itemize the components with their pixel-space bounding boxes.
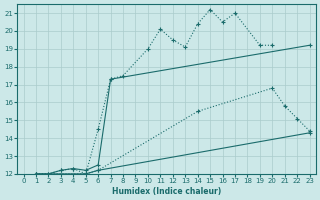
X-axis label: Humidex (Indice chaleur): Humidex (Indice chaleur) xyxy=(112,187,221,196)
